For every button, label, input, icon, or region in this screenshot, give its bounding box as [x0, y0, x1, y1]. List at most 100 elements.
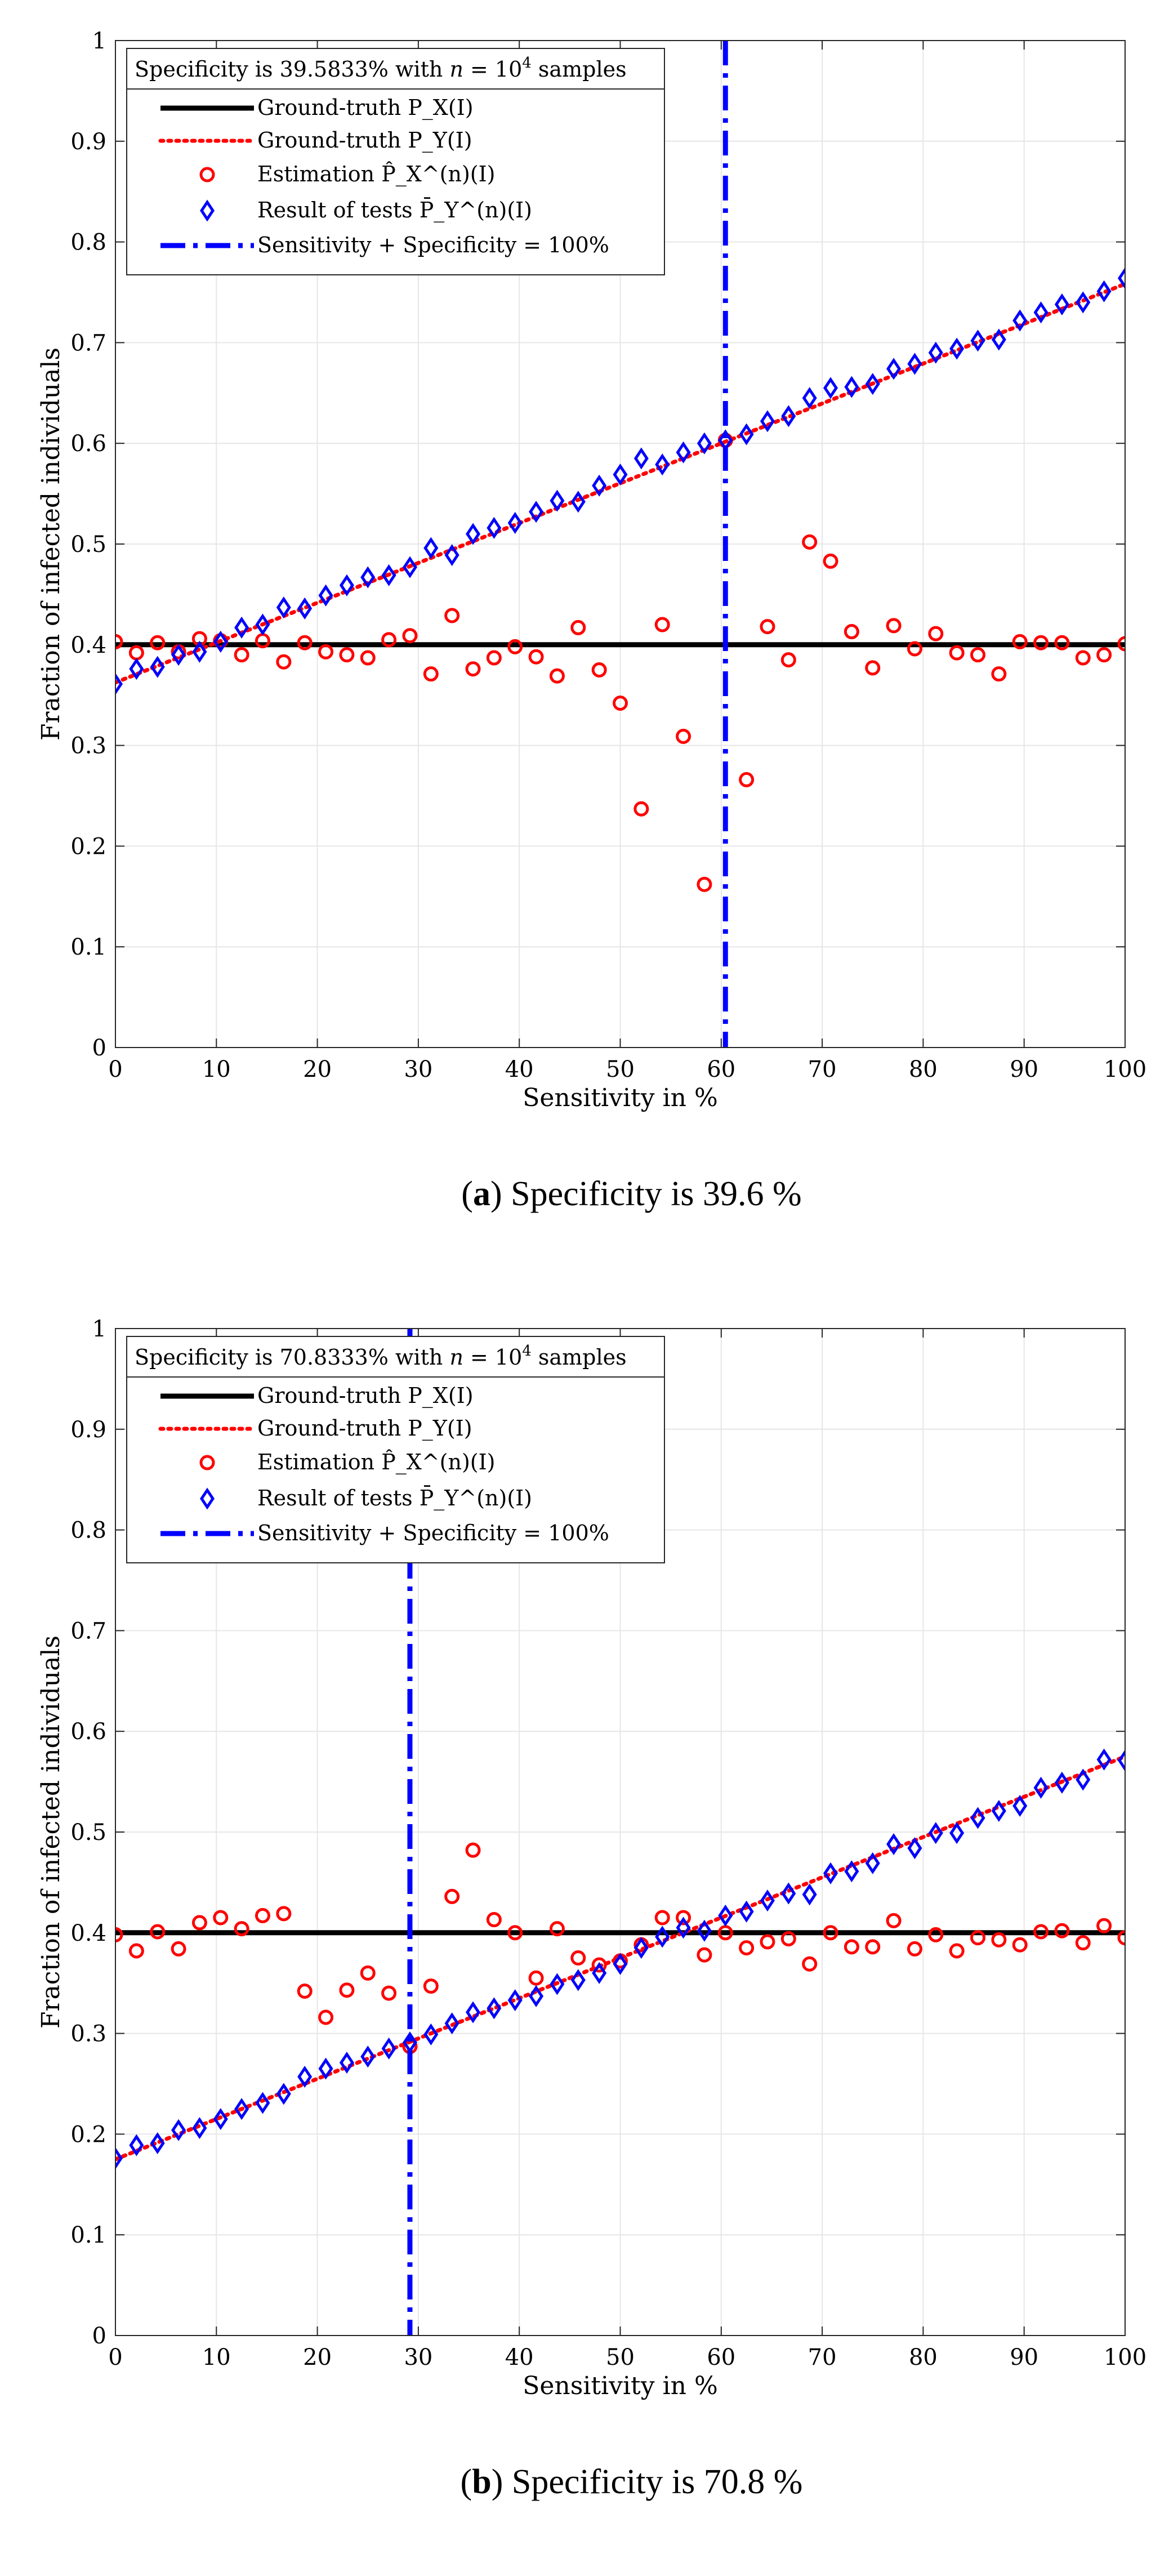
- estimation-point: [444, 1888, 460, 1904]
- test-result-point: [970, 329, 985, 352]
- y-tick-label: 0.5: [70, 1820, 106, 1846]
- test-result-point: [1012, 309, 1028, 332]
- caption-label: b: [472, 2463, 491, 2501]
- axes-box: [115, 40, 1126, 1048]
- test-result-point: [129, 2134, 144, 2156]
- test-result-point: [255, 613, 270, 636]
- plot-content: [115, 41, 1125, 1048]
- test-result-point: [928, 341, 943, 364]
- test-result-point: [718, 1904, 733, 1927]
- test-result-point: [570, 491, 586, 513]
- x-tick-label: 30: [404, 2345, 432, 2370]
- test-result-point: [1033, 301, 1048, 324]
- test-result-point: [802, 1883, 817, 1906]
- x-tick-label: 70: [808, 1057, 837, 1082]
- x-tick-label: 0: [108, 1057, 122, 1082]
- test-result-point: [865, 373, 880, 395]
- test-result-point: [907, 1837, 922, 1860]
- legend-title-eq: = 10: [463, 1345, 522, 1370]
- test-result-point: [234, 2098, 249, 2120]
- y-tick-label: 0.2: [70, 834, 106, 859]
- estimation-point: [654, 1910, 670, 1926]
- test-result-point: [255, 2092, 270, 2114]
- y-tick-label: 0.7: [70, 1618, 106, 1644]
- y-tick-label: 0.8: [70, 1518, 106, 1544]
- estimation-point: [128, 1943, 144, 1959]
- estimation-point: [697, 876, 712, 892]
- test-result-point: [1076, 1768, 1091, 1791]
- estimation-point: [423, 1978, 439, 1994]
- estimation-point: [465, 661, 481, 677]
- legend-label: Estimation P̂_X^(n)(I): [257, 1450, 495, 1475]
- legend-title: Specificity is 70.8333% with n = 104 sam…: [135, 1343, 627, 1370]
- estimation-point: [486, 650, 502, 666]
- figure-caption: (b) Specificity is 70.8 %: [461, 2463, 803, 2501]
- test-result-point: [865, 1852, 880, 1874]
- test-result-point: [907, 353, 922, 375]
- x-tick-label: 60: [707, 2345, 735, 2370]
- estimation-point: [991, 666, 1007, 682]
- estimation-point: [360, 650, 376, 666]
- ticks: 0 10 20 30 40 50 60 70 80 90 100 0 0.1 0.2 0.3 0.4 0.5 0.…: [70, 28, 1146, 1082]
- test-result-point: [1012, 1795, 1028, 1817]
- caption-text: Specificity is 39.6 %: [502, 1175, 802, 1213]
- test-result-point: [466, 523, 481, 545]
- legend-title-prefix: Specificity is 39.5833% with: [135, 57, 449, 82]
- x-tick-label: 90: [1010, 1057, 1038, 1082]
- test-result-point: [297, 2065, 313, 2088]
- estimation-point: [381, 1985, 397, 2001]
- test-result-point: [886, 358, 902, 380]
- x-tick-label: 30: [404, 1057, 432, 1082]
- estimation-point: [760, 1934, 775, 1950]
- estimation-point: [402, 628, 418, 644]
- legend-swatch-tests: [199, 199, 215, 222]
- estimation-point: [570, 1950, 586, 1966]
- test-result-point: [697, 1919, 712, 1942]
- estimation-point: [339, 647, 355, 663]
- y-tick-label: 0.9: [70, 129, 106, 155]
- estimation-point: [591, 662, 607, 678]
- legend-title-exp: 4: [522, 55, 532, 72]
- y-tick-label: 0: [92, 2323, 106, 2349]
- estimation-point: [549, 1921, 565, 1937]
- test-result-point: [297, 597, 313, 620]
- estimation-point: [318, 644, 334, 659]
- y-tick-label: 0.3: [70, 733, 106, 759]
- y-tick-label: 0: [92, 1035, 106, 1061]
- estimation-point: [486, 1912, 502, 1928]
- x-tick-label: 50: [606, 2345, 635, 2370]
- estimation-point: [907, 1941, 922, 1956]
- figure-panel-b: 0 10 20 30 40 50 60 70 80 90 100 0 0.1 0.2 0.3 0.4 0.5 0.…: [0, 1288, 1169, 2576]
- x-tick-label: 10: [202, 1057, 231, 1082]
- caption-label: a: [473, 1175, 490, 1213]
- test-result-point: [760, 410, 775, 433]
- test-result-point: [339, 574, 354, 596]
- test-result-point: [1076, 291, 1091, 314]
- estimation-point: [865, 660, 881, 676]
- test-result-point: [991, 1799, 1006, 1822]
- y-tick-label: 0.6: [70, 431, 106, 457]
- test-result-point: [402, 556, 417, 578]
- legend-title-prefix: Specificity is 70.8333% with: [135, 1345, 449, 1370]
- x-axis-label: Sensitivity in %: [523, 2372, 718, 2400]
- caption-text: Specificity is 70.8 %: [503, 2463, 802, 2501]
- y-tick-label: 0.9: [70, 1417, 106, 1443]
- test-result-point: [360, 566, 376, 589]
- estimation-point: [844, 1939, 859, 1955]
- estimation-point: [423, 666, 439, 682]
- estimation-point: [570, 620, 586, 635]
- legend-label: Sensitivity + Specificity = 100%: [257, 1521, 609, 1545]
- x-tick-label: 40: [505, 1057, 534, 1082]
- estimation-point: [780, 652, 796, 668]
- legend-label: Ground-truth P_X(I): [257, 1383, 474, 1409]
- estimation-point: [339, 1982, 355, 1998]
- estimation-point: [613, 696, 628, 711]
- estimation-point: [949, 1943, 965, 1959]
- test-result-point: [213, 630, 228, 653]
- test-result-point: [1117, 267, 1125, 289]
- estimation-point: [1117, 636, 1125, 652]
- test-result-point: [150, 656, 165, 678]
- test-result-point: [423, 537, 439, 559]
- x-tick-label: 0: [108, 2345, 122, 2370]
- estimation-point: [697, 1947, 712, 1963]
